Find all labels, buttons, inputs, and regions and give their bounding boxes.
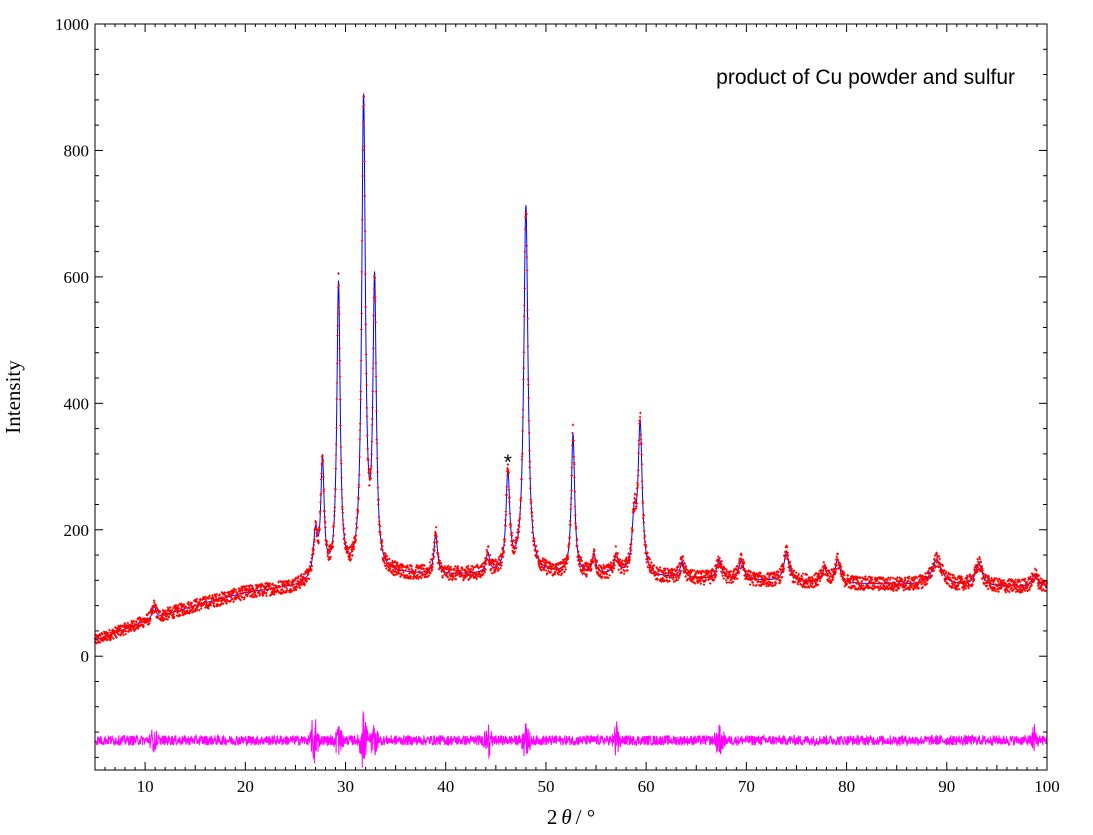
difference-curve [94,711,1048,768]
x-axis-title-suffix: / ° [576,805,595,829]
calculated-curve [94,93,1048,641]
x-tick-label: 90 [938,777,955,796]
x-axis-title: 2 θ / ° [547,805,595,829]
y-tick-label: 800 [64,141,90,160]
chart-annotation: product of Cu powder and sulfur [716,66,1015,89]
x-tick-label: 20 [237,777,254,796]
difference-curve-group [94,711,1048,768]
x-tick-label: 50 [537,777,554,796]
x-axis: 10 20 30 40 50 60 70 80 90 100 [94,24,1060,796]
y-tick-label: 600 [64,268,90,287]
y-axis-title: Intensity [1,360,25,434]
y-tick-label: 200 [64,521,90,540]
x-axis-title-prefix: 2 [547,805,558,829]
peak-marker-asterisk: * [504,451,512,474]
x-tick-label: 80 [838,777,855,796]
x-tick-label: 40 [437,777,454,796]
calculated-curve-group [94,93,1048,641]
x-axis-title-theta: θ [561,805,571,829]
y-axis: 0 200 400 600 800 1000 [55,15,1047,758]
x-tick-label: 70 [738,777,755,796]
y-tick-label: 1000 [55,15,89,34]
observed-points-group [93,95,1048,645]
x-tick-label: 100 [1034,777,1060,796]
y-tick-label: 0 [81,647,90,666]
x-tick-label: 30 [337,777,354,796]
observed-points [93,95,1048,645]
x-tick-label: 10 [137,777,154,796]
y-tick-label: 400 [64,394,90,413]
plot-frame [94,23,1048,771]
x-tick-label: 60 [638,777,655,796]
